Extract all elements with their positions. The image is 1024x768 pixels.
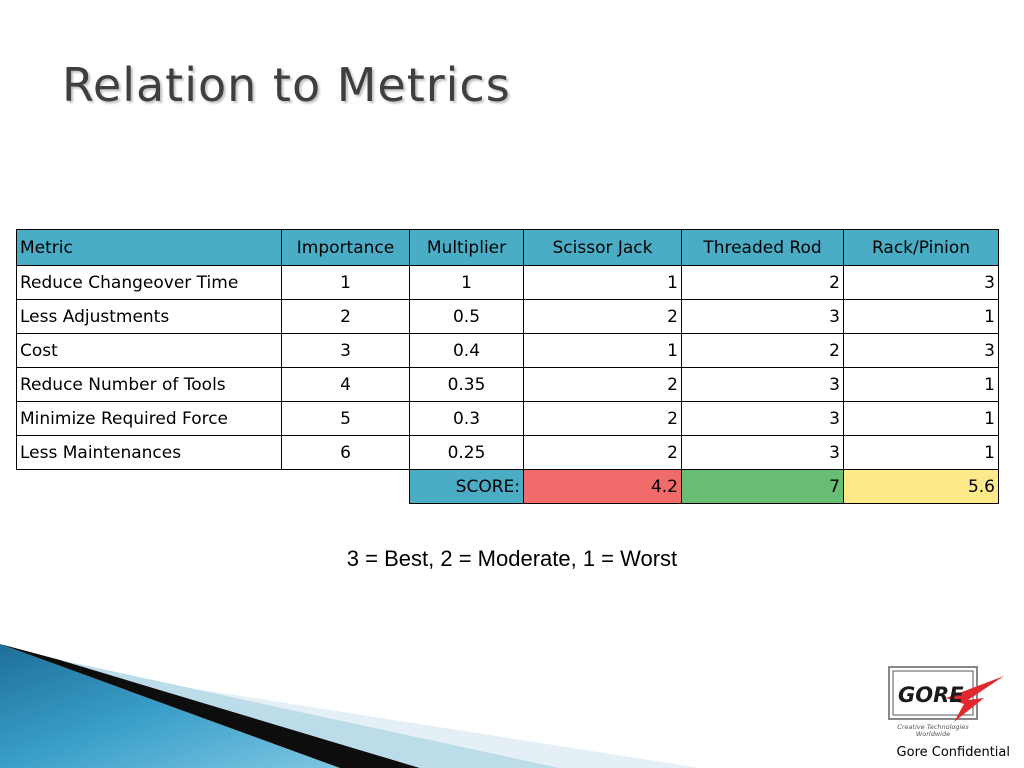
score-threaded-rod: 7 [681, 469, 844, 504]
cell-rack-pinion: 1 [843, 401, 999, 436]
score-label: SCORE: [409, 469, 524, 504]
cell-multiplier: 0.4 [409, 333, 524, 368]
column-header-scissor-jack: Scissor Jack [523, 229, 682, 266]
cell-importance: 1 [281, 265, 410, 300]
score-rack-pinion: 5.6 [843, 469, 999, 504]
cell-threaded-rod: 3 [681, 367, 844, 402]
cell-importance: 3 [281, 333, 410, 368]
cell-multiplier: 0.25 [409, 435, 524, 470]
table-row: Less Adjustments 2 0.5 2 3 1 [16, 299, 999, 334]
cell-threaded-rod: 3 [681, 435, 844, 470]
table-row: Less Maintenances 6 0.25 2 3 1 [16, 435, 999, 470]
score-scissor-jack: 4.2 [523, 469, 682, 504]
cell-rack-pinion: 1 [843, 299, 999, 334]
rating-legend: 3 = Best, 2 = Moderate, 1 = Worst [346, 546, 678, 571]
footer-confidential: Gore Confidential [896, 745, 1010, 760]
cell-importance: 2 [281, 299, 410, 334]
cell-importance: 5 [281, 401, 410, 436]
table-row: Cost 3 0.4 1 2 3 [16, 333, 999, 368]
cell-scissor-jack: 1 [523, 333, 682, 368]
column-header-multiplier: Multiplier [409, 229, 524, 266]
cell-metric: Minimize Required Force [16, 401, 282, 436]
cell-importance: 4 [281, 367, 410, 402]
cell-scissor-jack: 2 [523, 367, 682, 402]
cell-metric: Reduce Changeover Time [16, 265, 282, 300]
column-header-importance: Importance [281, 229, 410, 266]
metrics-table: Metric Importance Multiplier Scissor Jac… [16, 229, 999, 504]
cell-metric: Cost [16, 333, 282, 368]
cell-threaded-rod: 2 [681, 265, 844, 300]
cell-scissor-jack: 1 [523, 265, 682, 300]
table-row: Minimize Required Force 5 0.3 2 3 1 [16, 401, 999, 436]
cell-scissor-jack: 2 [523, 299, 682, 334]
cell-threaded-rod: 3 [681, 299, 844, 334]
cell-rack-pinion: 1 [843, 367, 999, 402]
cell-rack-pinion: 3 [843, 265, 999, 300]
cell-scissor-jack: 2 [523, 435, 682, 470]
cell-threaded-rod: 3 [681, 401, 844, 436]
column-header-rack-pinion: Rack/Pinion [843, 229, 999, 266]
table-header-row: Metric Importance Multiplier Scissor Jac… [16, 229, 999, 266]
logo-tagline-1: Creative Technologies [897, 723, 969, 731]
cell-scissor-jack: 2 [523, 401, 682, 436]
cell-threaded-rod: 2 [681, 333, 844, 368]
gore-logo: GORE Creative Technologies Worldwide [888, 666, 1004, 738]
score-row: SCORE: 4.2 7 5.6 [17, 469, 999, 504]
cell-multiplier: 0.35 [409, 367, 524, 402]
column-header-metric: Metric [16, 229, 282, 266]
cell-multiplier: 0.3 [409, 401, 524, 436]
cell-importance: 6 [281, 435, 410, 470]
score-row-spacer [17, 470, 410, 504]
cell-multiplier: 0.5 [409, 299, 524, 334]
table-row: Reduce Changeover Time 1 1 1 2 3 [16, 265, 999, 300]
cell-metric: Reduce Number of Tools [16, 367, 282, 402]
logo-tagline-2: Worldwide [916, 730, 950, 738]
column-header-threaded-rod: Threaded Rod [681, 229, 844, 266]
cell-rack-pinion: 3 [843, 333, 999, 368]
cell-metric: Less Maintenances [16, 435, 282, 470]
slide-title: Relation to Metrics [62, 58, 511, 112]
cell-metric: Less Adjustments [16, 299, 282, 334]
logo-wordmark: GORE [898, 683, 964, 707]
cell-multiplier: 1 [409, 265, 524, 300]
cell-rack-pinion: 1 [843, 435, 999, 470]
table-row: Reduce Number of Tools 4 0.35 2 3 1 [16, 367, 999, 402]
decorative-swoosh [0, 644, 700, 768]
